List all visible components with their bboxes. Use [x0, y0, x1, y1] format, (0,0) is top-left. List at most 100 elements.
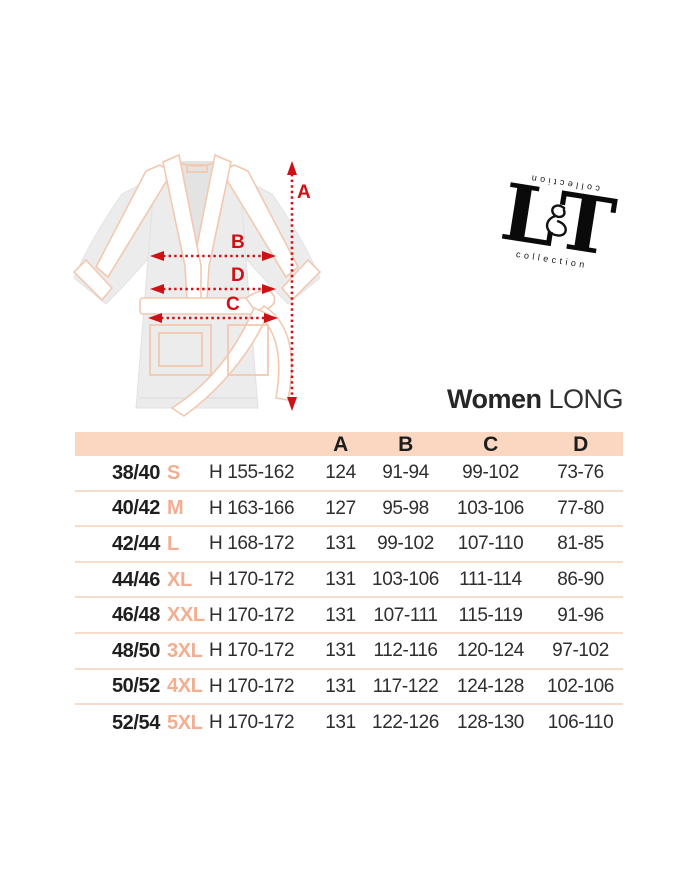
value-a-cell: 127: [325, 497, 356, 519]
logo-monogram: L T: [492, 167, 624, 275]
value-a-cell: 131: [325, 640, 356, 662]
measure-label-b: B: [231, 232, 245, 253]
robe-left-pocket: [149, 324, 212, 376]
value-b-cell: 122-126: [372, 712, 439, 734]
size-cell: 40/42: [111, 497, 160, 520]
table-row: 46/48 XXL H 170-172 131 107-111 115-119 …: [75, 598, 623, 634]
size-label-cell: L: [167, 532, 179, 555]
size-cell: 42/44: [111, 532, 160, 555]
page-title: Women LONG: [323, 384, 624, 415]
value-b-cell: 91-94: [382, 462, 429, 484]
value-a-cell: 131: [325, 604, 356, 626]
value-d-cell: 102-106: [547, 675, 614, 697]
column-header-d: D: [573, 432, 588, 456]
robe-left-pocket-inner: [158, 332, 203, 367]
value-c-cell: 107-110: [457, 533, 524, 555]
value-c-cell: 124-128: [457, 675, 524, 697]
robe-neck-label: [186, 164, 208, 173]
value-c-cell: 128-130: [457, 712, 524, 734]
table-row: 44/46 XL H 170-172 131 103-106 111-114 8…: [75, 563, 623, 599]
value-b-cell: 112-116: [373, 640, 438, 662]
size-cell: 44/46: [111, 568, 160, 591]
size-label-cell: 3XL: [167, 639, 203, 662]
arrowhead-a-top-icon: [287, 161, 297, 175]
size-label-cell: XL: [167, 568, 192, 591]
robe-belt: [139, 297, 259, 315]
height-cell: H 170-172: [209, 569, 295, 591]
value-a-cell: 131: [325, 712, 356, 734]
arrowhead-c-left-icon: [148, 313, 162, 323]
measure-arrows: [148, 161, 297, 411]
size-cell: 46/48: [111, 604, 160, 627]
height-cell: H 163-166: [209, 497, 295, 519]
value-b-cell: 99-102: [377, 533, 434, 555]
bathrobe-measurement-diagram: A B C D: [60, 148, 345, 433]
size-label-cell: S: [167, 461, 180, 484]
lt-collection-logo: collection L T collection: [490, 167, 626, 275]
value-b-cell: 107-111: [373, 604, 438, 626]
measure-label-d: D: [231, 265, 245, 286]
value-d-cell: 91-96: [557, 604, 604, 626]
arrowhead-c-right-icon: [264, 313, 278, 323]
size-cell: 50/52: [111, 675, 160, 698]
measure-label-c: C: [226, 294, 240, 315]
size-label-cell: M: [167, 497, 184, 520]
value-a-cell: 131: [325, 675, 356, 697]
value-c-cell: 120-124: [457, 640, 524, 662]
size-label-cell: XXL: [167, 604, 205, 627]
robe-left-cuff: [72, 258, 114, 302]
table-row: 50/52 4XL H 170-172 131 117-122 124-128 …: [75, 670, 623, 706]
size-label-cell: 4XL: [167, 675, 203, 698]
value-d-cell: 97-102: [552, 640, 609, 662]
value-b-cell: 117-122: [372, 675, 439, 697]
value-a-cell: 131: [325, 569, 356, 591]
value-a-cell: 131: [325, 533, 356, 555]
size-chart-table: A B C D 38/40 S H 155-162 124 91-94 99-1…: [75, 432, 623, 741]
value-b-cell: 95-98: [382, 497, 429, 519]
height-cell: H 168-172: [209, 533, 295, 555]
value-c-cell: 103-106: [457, 497, 524, 519]
value-c-cell: 115-119: [458, 604, 523, 626]
table-header-row: A B C D: [75, 432, 623, 456]
table-row: 40/42 M H 163-166 127 95-98 103-106 77-8…: [75, 492, 623, 528]
column-header-c: C: [483, 432, 498, 456]
value-a-cell: 124: [325, 462, 356, 484]
table-row: 38/40 S H 155-162 124 91-94 99-102 73-76: [75, 456, 623, 492]
robe-right-pocket: [227, 324, 269, 376]
arrowhead-a-bottom-icon: [287, 397, 297, 411]
arrowhead-d-right-icon: [262, 284, 276, 294]
column-header-b: B: [398, 432, 413, 456]
size-cell: 48/50: [111, 639, 160, 662]
arrowhead-d-left-icon: [150, 284, 164, 294]
value-c-cell: 111-114: [459, 569, 522, 591]
table-row: 42/44 L H 168-172 131 99-102 107-110 81-…: [75, 527, 623, 563]
robe-belt-tail-long: [170, 306, 270, 417]
title-gender: Women: [446, 384, 542, 414]
column-header-a: A: [333, 432, 348, 456]
height-cell: H 170-172: [209, 604, 295, 626]
value-d-cell: 77-80: [557, 497, 604, 519]
value-c-cell: 99-102: [462, 462, 519, 484]
table-row: 52/54 5XL H 170-172 131 122-126 128-130 …: [75, 705, 623, 741]
size-cell: 38/40: [111, 461, 160, 484]
bathrobe-illustration: [72, 153, 322, 417]
size-label-cell: 5XL: [167, 711, 203, 734]
table-row: 48/50 3XL H 170-172 131 112-116 120-124 …: [75, 634, 623, 670]
value-d-cell: 81-85: [557, 533, 604, 555]
robe-right-cuff: [280, 258, 322, 302]
value-d-cell: 106-110: [547, 712, 614, 734]
height-cell: H 170-172: [209, 675, 295, 697]
measure-label-a: A: [297, 182, 311, 203]
height-cell: H 170-172: [209, 712, 295, 734]
height-cell: H 155-162: [209, 462, 295, 484]
value-d-cell: 86-90: [557, 569, 604, 591]
value-b-cell: 103-106: [372, 569, 439, 591]
height-cell: H 170-172: [209, 640, 295, 662]
ampersand-swirl-icon: [545, 204, 567, 237]
arrowhead-b-left-icon: [150, 251, 164, 261]
value-d-cell: 73-76: [557, 462, 604, 484]
arrowhead-b-right-icon: [262, 251, 276, 261]
title-variant: LONG: [548, 384, 623, 414]
size-cell: 52/54: [111, 711, 160, 734]
